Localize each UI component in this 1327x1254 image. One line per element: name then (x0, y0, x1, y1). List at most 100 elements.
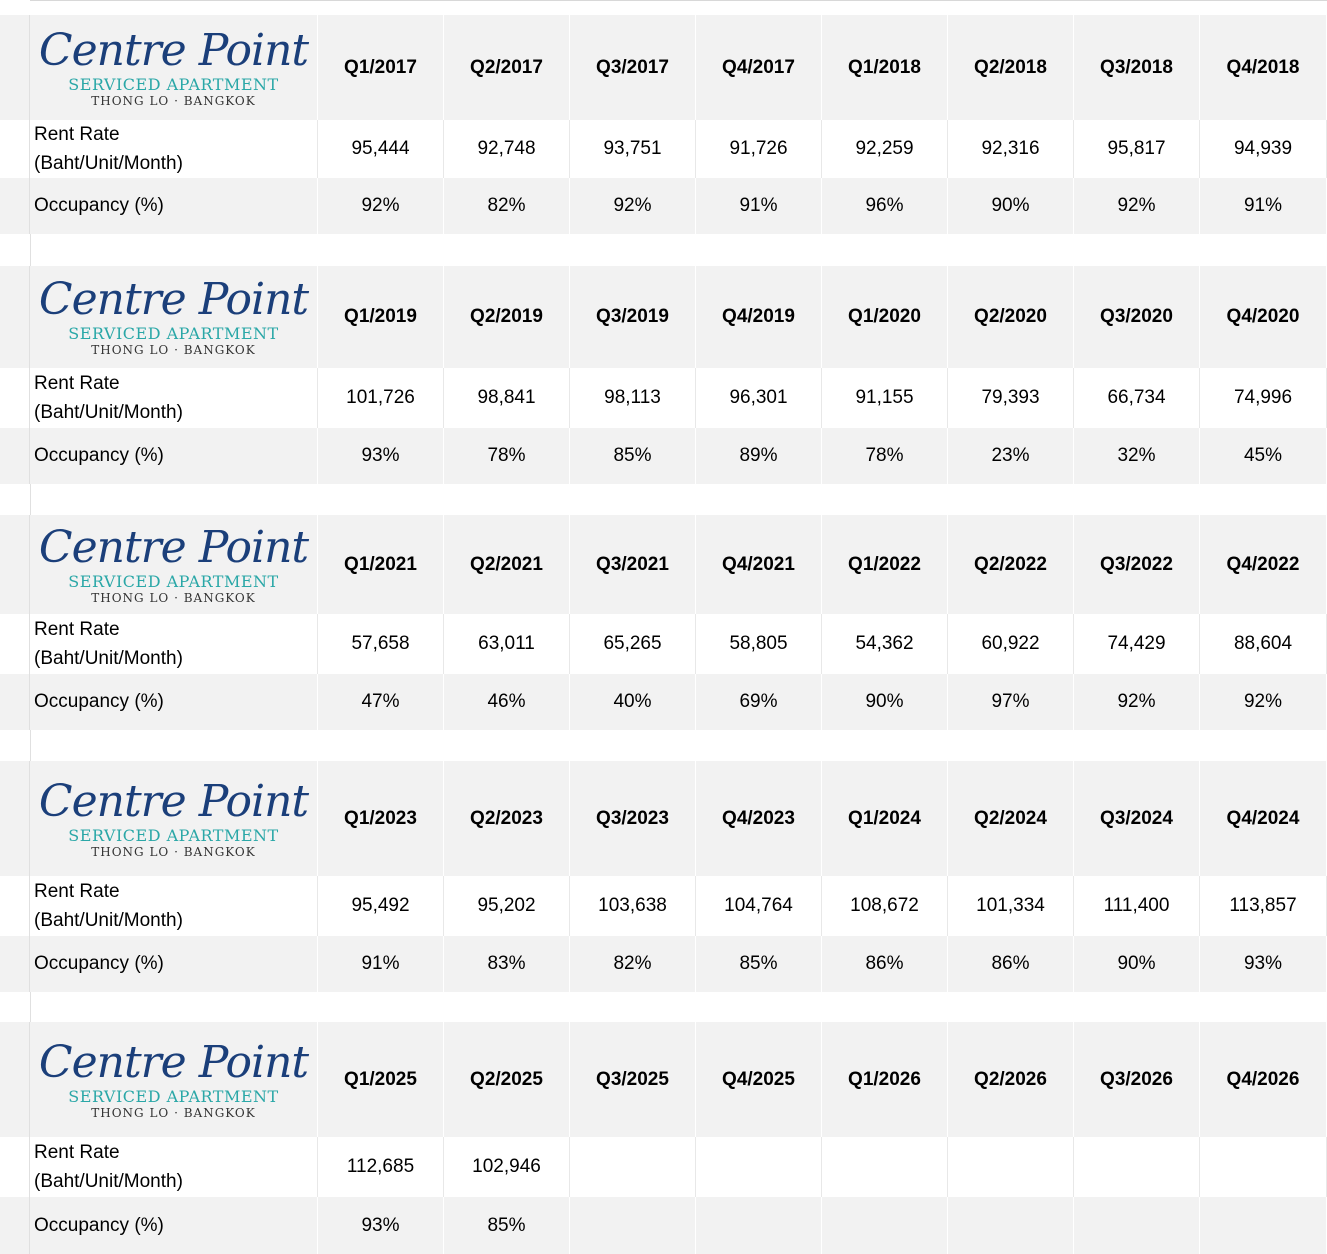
quarter-header: Q4/2021 (696, 515, 822, 614)
logo-cell: Centre Point SERVICED APARTMENT THONG LO ·… (30, 1022, 318, 1137)
rent-rate-value: 60,922 (948, 614, 1074, 674)
quarter-header: Q2/2022 (948, 515, 1074, 614)
rent-rate-value: 74,996 (1200, 368, 1327, 428)
quarter-header: Q3/2023 (570, 761, 696, 876)
occupancy-value: 83% (444, 936, 570, 992)
logo-brand-name: Centre Point (38, 24, 309, 76)
occupancy-value: 92% (1074, 674, 1200, 730)
rent-rate-value: 91,726 (696, 120, 822, 178)
rent-rate-label-line1: Rent Rate (34, 124, 120, 145)
centre-point-logo: Centre Point SERVICED APARTMENT THONG LO ·… (30, 24, 317, 108)
rent-rate-value (1200, 1137, 1327, 1197)
quarter-header: Q4/2024 (1200, 761, 1327, 876)
quarter-header: Q4/2023 (696, 761, 822, 876)
occupancy-row: Occupancy (%) 47% 46% 40% 69% 90% 97% 92% 92% (0, 674, 1327, 730)
occupancy-value: 78% (444, 428, 570, 484)
occupancy-value: 93% (318, 428, 444, 484)
quarter-header: Q1/2019 (318, 266, 444, 368)
quarter-header: Q4/2018 (1200, 15, 1327, 120)
occupancy-value: 86% (822, 936, 948, 992)
logo-subtitle: SERVICED APARTMENT (68, 324, 279, 343)
quarter-header: Q2/2020 (948, 266, 1074, 368)
rent-rate-row: Rent Rate (Baht/Unit/Month) 57,658 63,011 65… (0, 614, 1327, 674)
quarter-header: Q4/2025 (696, 1022, 822, 1137)
rent-rate-value: 95,444 (318, 120, 444, 178)
quarter-header: Q4/2019 (696, 266, 822, 368)
rent-rate-value (822, 1137, 948, 1197)
rent-rate-value (696, 1137, 822, 1197)
row-gutter (0, 876, 30, 936)
rent-rate-label-line1: Rent Rate (34, 881, 120, 902)
centre-point-logo: Centre Point SERVICED APARTMENT THONG LO ·… (30, 1036, 317, 1120)
occupancy-value: 92% (570, 178, 696, 234)
occupancy-value: 91% (1200, 178, 1327, 234)
rent-rate-value: 63,011 (444, 614, 570, 674)
row-gutter (0, 178, 30, 234)
rent-rate-value: 91,155 (822, 368, 948, 428)
quarter-header-row: Centre Point SERVICED APARTMENT THONG LO ·… (0, 515, 1327, 614)
rent-rate-value: 54,362 (822, 614, 948, 674)
row-gutter (0, 368, 30, 428)
occupancy-value: 90% (822, 674, 948, 730)
row-gutter (0, 266, 30, 368)
occupancy-row: Occupancy (%) 92% 82% 92% 91% 96% 90% 92% 91% (0, 178, 1327, 234)
row-gutter (0, 1137, 30, 1197)
quarter-header: Q3/2017 (570, 15, 696, 120)
rent-rate-value: 88,604 (1200, 614, 1327, 674)
occupancy-value: 86% (948, 936, 1074, 992)
occupancy-value: 45% (1200, 428, 1327, 484)
occupancy-value (1200, 1197, 1327, 1254)
quarter-header: Q2/2026 (948, 1022, 1074, 1137)
rent-rate-value: 102,946 (444, 1137, 570, 1197)
occupancy-label: Occupancy (%) (30, 178, 318, 234)
rent-rate-value: 112,685 (318, 1137, 444, 1197)
logo-cell: Centre Point SERVICED APARTMENT THONG LO ·… (30, 15, 318, 120)
occupancy-value: 92% (318, 178, 444, 234)
occupancy-value: 90% (948, 178, 1074, 234)
quarter-header: Q2/2017 (444, 15, 570, 120)
quarter-header: Q1/2021 (318, 515, 444, 614)
row-gutter (0, 1022, 30, 1137)
logo-subtitle: SERVICED APARTMENT (68, 74, 279, 94)
quarter-header: Q2/2024 (948, 761, 1074, 876)
logo-cell: Centre Point SERVICED APARTMENT THONG LO ·… (30, 761, 318, 876)
logo-location: THONG LO · BANGKOK (91, 1105, 256, 1120)
occupancy-value (570, 1197, 696, 1254)
occupancy-label: Occupancy (%) (30, 1197, 318, 1254)
rent-rate-label-line2: (Baht/Unit/Month) (34, 153, 183, 174)
occupancy-row: Occupancy (%) 93% 85% (0, 1197, 1327, 1254)
rent-rate-label-line1: Rent Rate (34, 373, 120, 394)
quarter-header: Q1/2023 (318, 761, 444, 876)
quarter-header: Q1/2026 (822, 1022, 948, 1137)
quarter-header: Q1/2025 (318, 1022, 444, 1137)
logo-brand-name: Centre Point (38, 775, 309, 827)
quarter-header: Q1/2022 (822, 515, 948, 614)
rent-rate-label: Rent Rate (Baht/Unit/Month) (30, 614, 318, 674)
rent-rate-label: Rent Rate (Baht/Unit/Month) (30, 120, 318, 178)
occupancy-value: 23% (948, 428, 1074, 484)
logo-brand-name: Centre Point (38, 1036, 309, 1088)
rent-rate-label: Rent Rate (Baht/Unit/Month) (30, 876, 318, 936)
quarter-header-row: Centre Point SERVICED APARTMENT THONG LO ·… (0, 266, 1327, 368)
occupancy-value (696, 1197, 822, 1254)
quarter-header: Q3/2021 (570, 515, 696, 614)
block-spacer (0, 992, 31, 1022)
occupancy-value: 91% (318, 936, 444, 992)
rent-rate-value: 92,259 (822, 120, 948, 178)
rent-rate-value: 113,857 (1200, 876, 1327, 936)
occupancy-label: Occupancy (%) (30, 936, 318, 992)
rent-rate-value: 103,638 (570, 876, 696, 936)
occupancy-value: 47% (318, 674, 444, 730)
quarter-header: Q1/2017 (318, 15, 444, 120)
row-gutter (0, 515, 30, 614)
rent-rate-value: 92,748 (444, 120, 570, 178)
rent-rate-value: 95,817 (1074, 120, 1200, 178)
block-spacer (0, 234, 31, 266)
logo-subtitle: SERVICED APARTMENT (68, 571, 279, 591)
rent-rate-value: 95,202 (444, 876, 570, 936)
occupancy-value: 93% (1200, 936, 1327, 992)
rent-rate-label-line1: Rent Rate (34, 1142, 120, 1163)
occupancy-value: 69% (696, 674, 822, 730)
logo-cell: Centre Point SERVICED APARTMENT THONG LO ·… (30, 266, 318, 368)
logo-brand-name: Centre Point (38, 274, 309, 325)
